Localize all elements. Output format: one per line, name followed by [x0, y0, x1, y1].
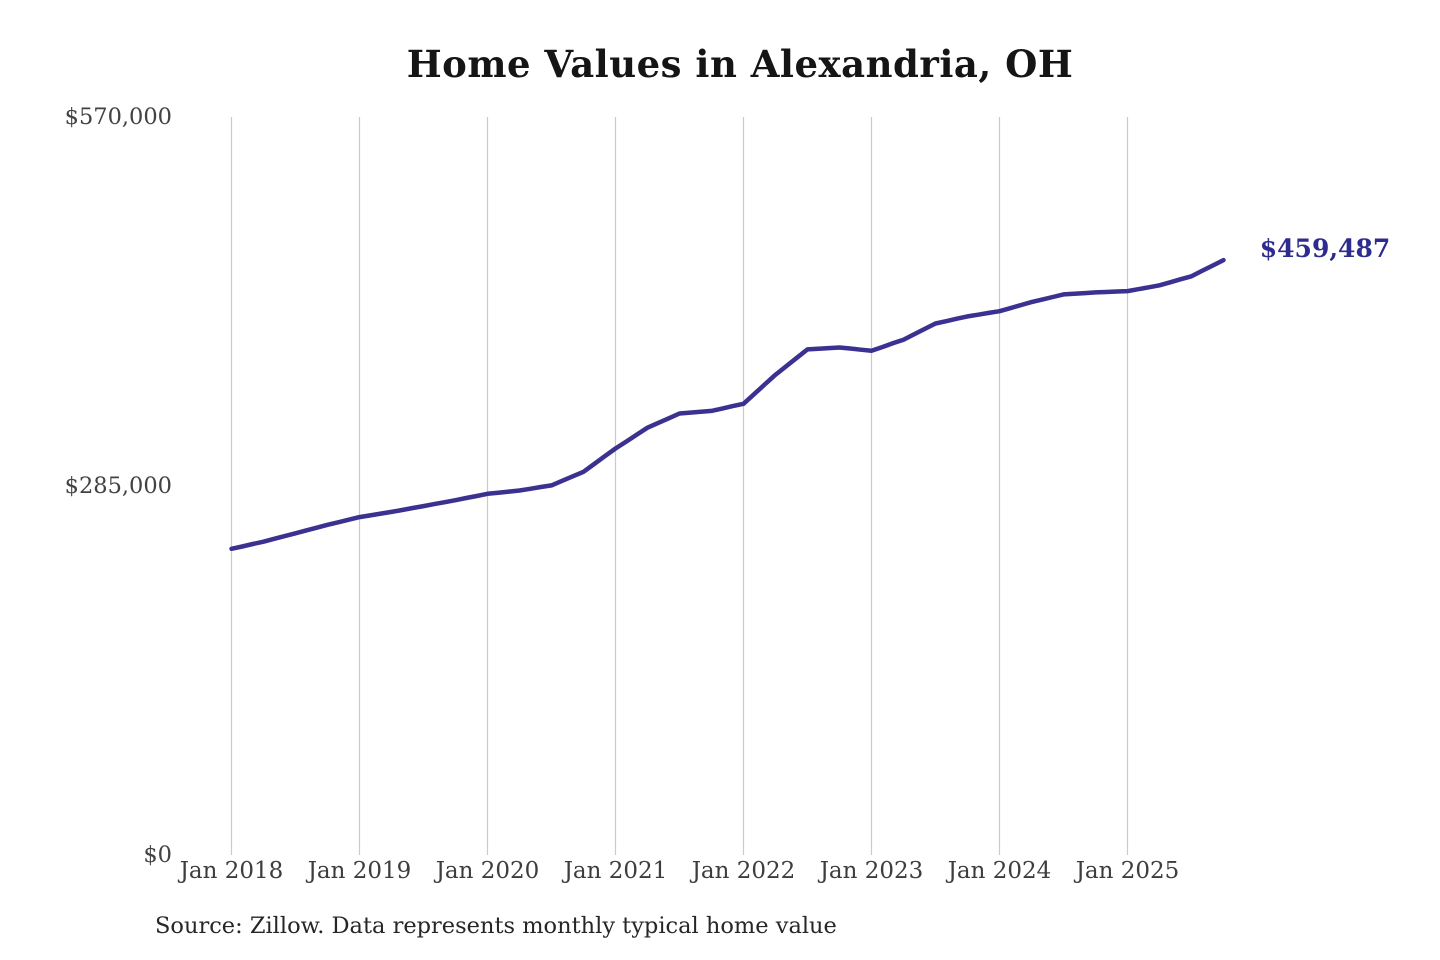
x-tick-label: Jan 2023: [819, 858, 924, 884]
home-value-line: [229, 257, 1226, 552]
x-tick-label: Jan 2019: [307, 858, 412, 884]
x-tick-label: Jan 2024: [947, 858, 1052, 884]
source-note: Source: Zillow. Data represents monthly …: [155, 913, 837, 939]
x-tick-label: Jan 2018: [179, 858, 284, 884]
x-tick-label: Jan 2022: [691, 858, 796, 884]
y-tick-label: $570,000: [64, 104, 172, 130]
y-tick-label: $285,000: [64, 473, 172, 499]
x-tick-label: Jan 2025: [1075, 858, 1180, 884]
x-tick-label: Jan 2021: [563, 858, 668, 884]
current-value-label: $459,487: [1259, 234, 1391, 263]
chart-title: Home Values in Alexandria, OH: [406, 42, 1074, 86]
y-tick-label: $0: [143, 842, 172, 868]
x-tick-label: Jan 2020: [435, 858, 540, 884]
